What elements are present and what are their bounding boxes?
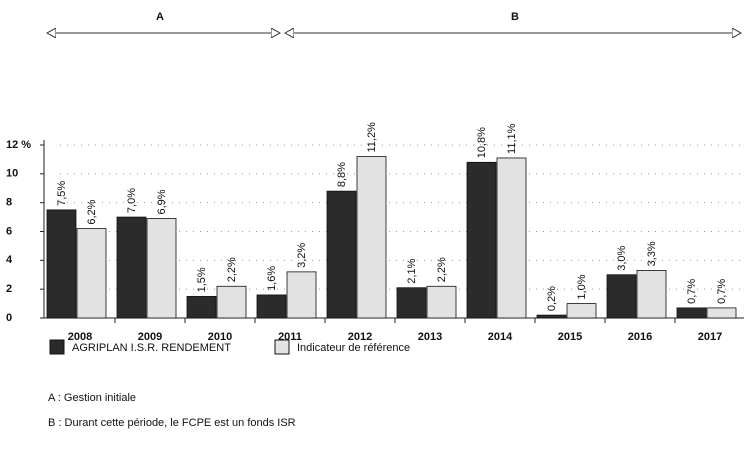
footnote: B : Durant cette période, le FCPE est un… bbox=[48, 417, 296, 429]
footnote: A : Gestion initiale bbox=[48, 392, 136, 404]
value-label: 10,8% bbox=[476, 127, 488, 158]
value-label: 11,2% bbox=[366, 122, 378, 153]
bar bbox=[356, 156, 387, 319]
value-label: 7,5% bbox=[56, 181, 68, 206]
bar bbox=[326, 190, 357, 319]
period-label: A bbox=[156, 11, 164, 23]
value-label: 2,2% bbox=[436, 257, 448, 282]
legend-label: AGRIPLAN I.S.R. RENDEMENT bbox=[72, 342, 231, 354]
value-label: 8,8% bbox=[336, 162, 348, 187]
x-tick-label: 2014 bbox=[488, 331, 513, 343]
value-label: 1,5% bbox=[196, 267, 208, 292]
value-label: 0,2% bbox=[546, 286, 558, 311]
bar bbox=[46, 209, 77, 319]
y-tick-label: 12 % bbox=[6, 139, 31, 151]
bar bbox=[706, 307, 737, 319]
y-tick-label: 10 bbox=[6, 168, 18, 180]
bar bbox=[496, 157, 527, 319]
bar bbox=[186, 295, 217, 319]
x-tick-label: 2009 bbox=[138, 331, 162, 343]
value-label: 0,7% bbox=[716, 279, 728, 304]
value-label: 1,0% bbox=[576, 274, 588, 299]
x-tick-label: 2013 bbox=[418, 331, 442, 343]
value-label: 6,9% bbox=[156, 189, 168, 214]
bar bbox=[466, 161, 497, 319]
value-label: 3,2% bbox=[296, 243, 308, 268]
value-label: 2,1% bbox=[406, 258, 418, 283]
value-label: 2,2% bbox=[226, 257, 238, 282]
bar bbox=[396, 287, 427, 319]
value-label: 7,0% bbox=[126, 188, 138, 213]
bar bbox=[536, 314, 567, 319]
period-label: B bbox=[511, 11, 519, 23]
value-label: 11,1% bbox=[506, 123, 518, 154]
value-label: 0,7% bbox=[686, 279, 698, 304]
x-tick-label: 2017 bbox=[698, 331, 722, 343]
y-tick-label: 2 bbox=[6, 283, 12, 295]
bar bbox=[216, 285, 247, 319]
x-tick-label: 2008 bbox=[68, 331, 92, 343]
bar bbox=[636, 270, 667, 319]
bar bbox=[76, 228, 107, 319]
value-label: 3,3% bbox=[646, 241, 658, 266]
value-label: 1,6% bbox=[266, 266, 278, 291]
x-tick-label: 2012 bbox=[348, 331, 372, 343]
bar bbox=[606, 274, 637, 319]
bar bbox=[146, 218, 177, 319]
y-tick-label: 4 bbox=[6, 254, 13, 266]
bar bbox=[566, 303, 597, 319]
legend-swatch bbox=[274, 339, 290, 355]
x-tick-label: 2010 bbox=[208, 331, 232, 343]
legend-label: Indicateur de référence bbox=[297, 342, 410, 354]
x-tick-label: 2015 bbox=[558, 331, 582, 343]
bar bbox=[116, 216, 147, 319]
x-tick-label: 2016 bbox=[628, 331, 652, 343]
value-label: 6,2% bbox=[86, 199, 98, 224]
y-tick-label: 0 bbox=[6, 312, 12, 324]
bar bbox=[256, 294, 287, 319]
legend-swatch bbox=[49, 339, 65, 355]
bar bbox=[676, 307, 707, 319]
bar bbox=[426, 285, 457, 319]
value-label: 3,0% bbox=[616, 245, 628, 270]
bar bbox=[286, 271, 317, 319]
y-tick-label: 6 bbox=[6, 225, 12, 237]
y-tick-label: 8 bbox=[6, 197, 12, 209]
